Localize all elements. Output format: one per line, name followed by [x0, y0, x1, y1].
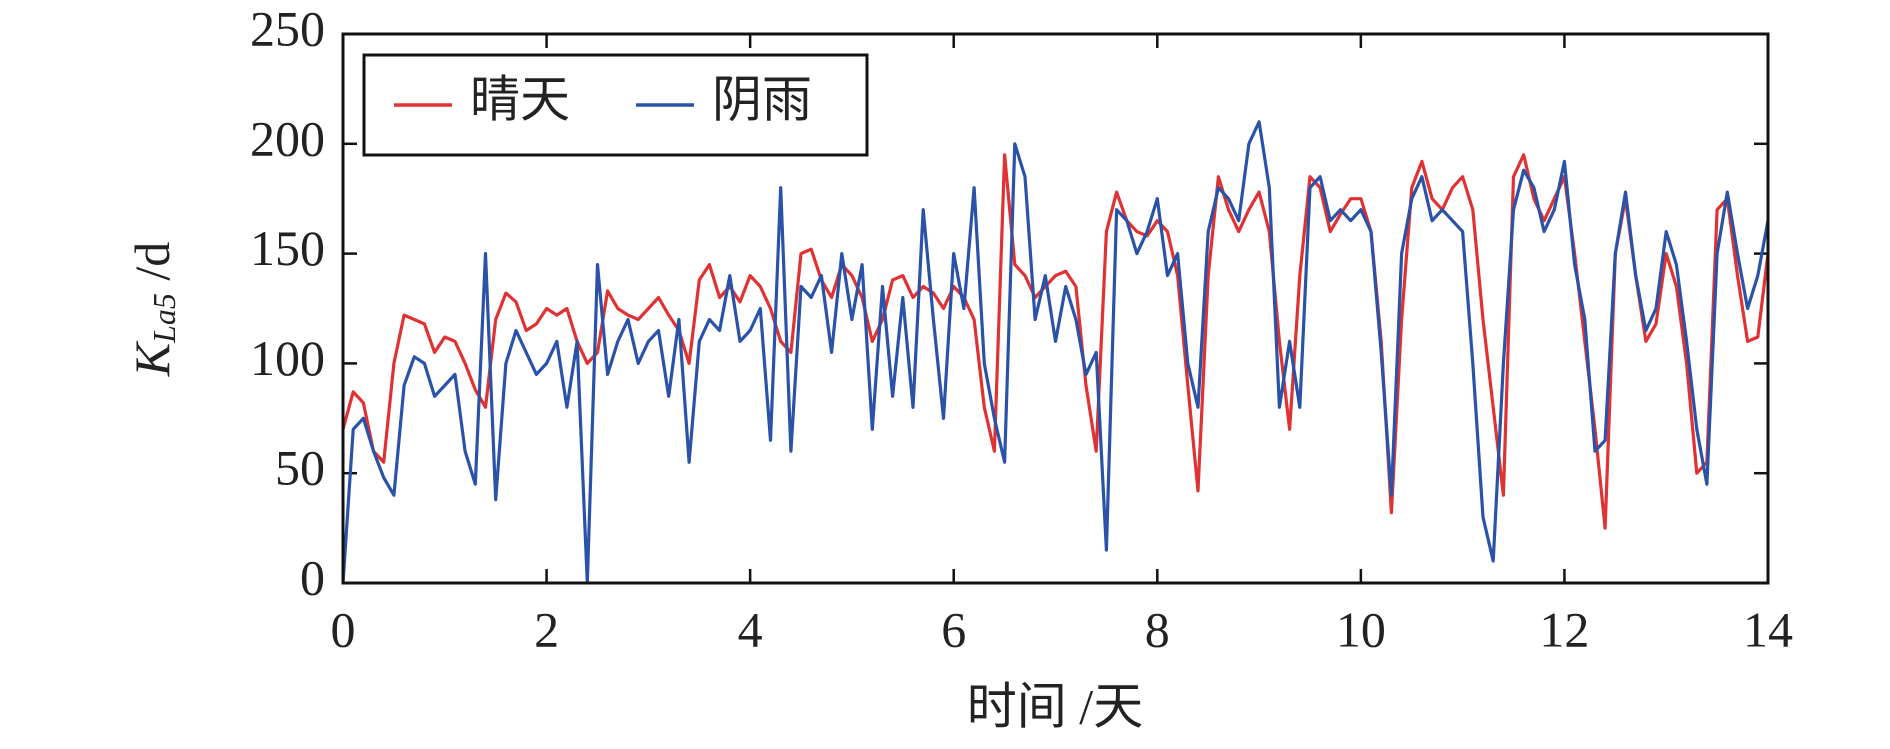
- legend-label: 晴天: [470, 71, 570, 127]
- series-line: [341, 120, 1770, 585]
- x-tick-label: 14: [1743, 601, 1793, 657]
- x-tick-label: 12: [1539, 601, 1589, 657]
- y-tick-label: 0: [300, 549, 325, 605]
- x-tick-label: 10: [1336, 601, 1386, 657]
- plot-frame: [341, 32, 1770, 585]
- x-tick-label: 6: [941, 601, 966, 657]
- y-tick-label: 100: [250, 330, 325, 386]
- legend: 晴天 阴雨: [362, 53, 869, 157]
- y-tick-label: 150: [250, 220, 325, 276]
- y-label-sub: La5: [146, 293, 182, 344]
- x-tick-label: 0: [331, 601, 356, 657]
- x-tick-label: 4: [738, 601, 763, 657]
- y-label-main: K: [124, 340, 180, 377]
- y-label-unit: /d: [124, 242, 180, 293]
- legend-label: 阴雨: [712, 71, 812, 127]
- y-axis-label: KLa5 /d: [124, 242, 182, 378]
- x-axis-label: 时间 /天: [967, 678, 1143, 734]
- y-tick-label: 250: [250, 0, 325, 56]
- x-tick-label: 2: [534, 601, 559, 657]
- x-tick-label: 8: [1145, 601, 1170, 657]
- y-tick-label: 50: [275, 440, 325, 496]
- y-tick-label: 200: [250, 110, 325, 166]
